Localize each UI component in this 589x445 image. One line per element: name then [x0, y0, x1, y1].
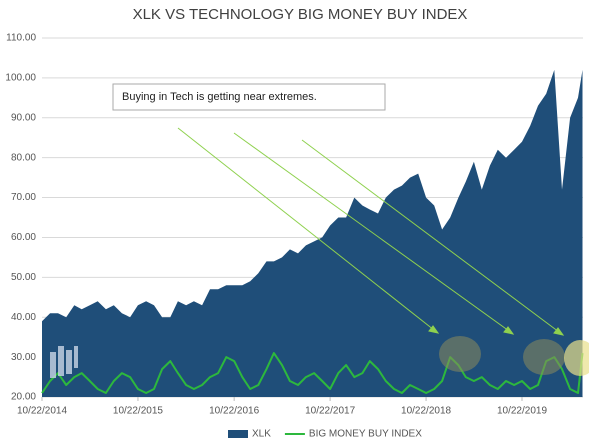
y-tick-label: 90.00 [11, 112, 36, 123]
arrow [233, 132, 510, 332]
logo [50, 346, 78, 378]
legend-swatch [228, 430, 248, 438]
y-tick-label: 40.00 [11, 312, 36, 323]
x-tick-label: 10/22/2016 [209, 406, 259, 417]
highlight-circle [523, 339, 565, 375]
x-tick-label: 10/22/2017 [305, 406, 355, 417]
decorations [50, 127, 589, 378]
legend-label: BIG MONEY BUY INDEX [309, 429, 422, 440]
y-tick-label: 30.00 [11, 352, 36, 363]
y-tick-label: 80.00 [11, 152, 36, 163]
y-tick-label: 110.00 [6, 33, 36, 44]
arrow-head [553, 327, 565, 336]
annotation-box [112, 83, 386, 111]
annotation: Buying in Tech is getting near extremes. [122, 91, 317, 103]
y-tick-label: 50.00 [11, 272, 36, 283]
x-tick-label: 10/22/2014 [17, 406, 67, 417]
highlight-circle [564, 340, 589, 376]
legend-label: XLK [252, 429, 271, 440]
x-tick-label: 10/22/2015 [113, 406, 163, 417]
area [42, 69, 583, 398]
arrow-head [503, 326, 515, 335]
arrow [301, 139, 560, 333]
y-tick-label: 70.00 [11, 192, 36, 203]
y-tick-label: 100.00 [5, 73, 36, 84]
arrow-head [428, 325, 440, 334]
x-tick-label: 10/22/2018 [401, 406, 451, 417]
y-tick-label: 20.00 [11, 392, 36, 403]
x-tick-label: 10/22/2019 [497, 406, 547, 417]
y-tick-label: 60.00 [11, 232, 36, 243]
arrow [177, 127, 435, 331]
legend: XLK BIG MONEY BUY INDEX [228, 429, 422, 440]
line [41, 352, 584, 394]
highlight-circle [439, 336, 481, 372]
chart-title: XLK VS TECHNOLOGY BIG MONEY BUY INDEX [133, 6, 468, 23]
plot-area: 20.00 30.00 40.00 50.00 60.00 70.00 80.00 90.00… [5, 33, 584, 417]
